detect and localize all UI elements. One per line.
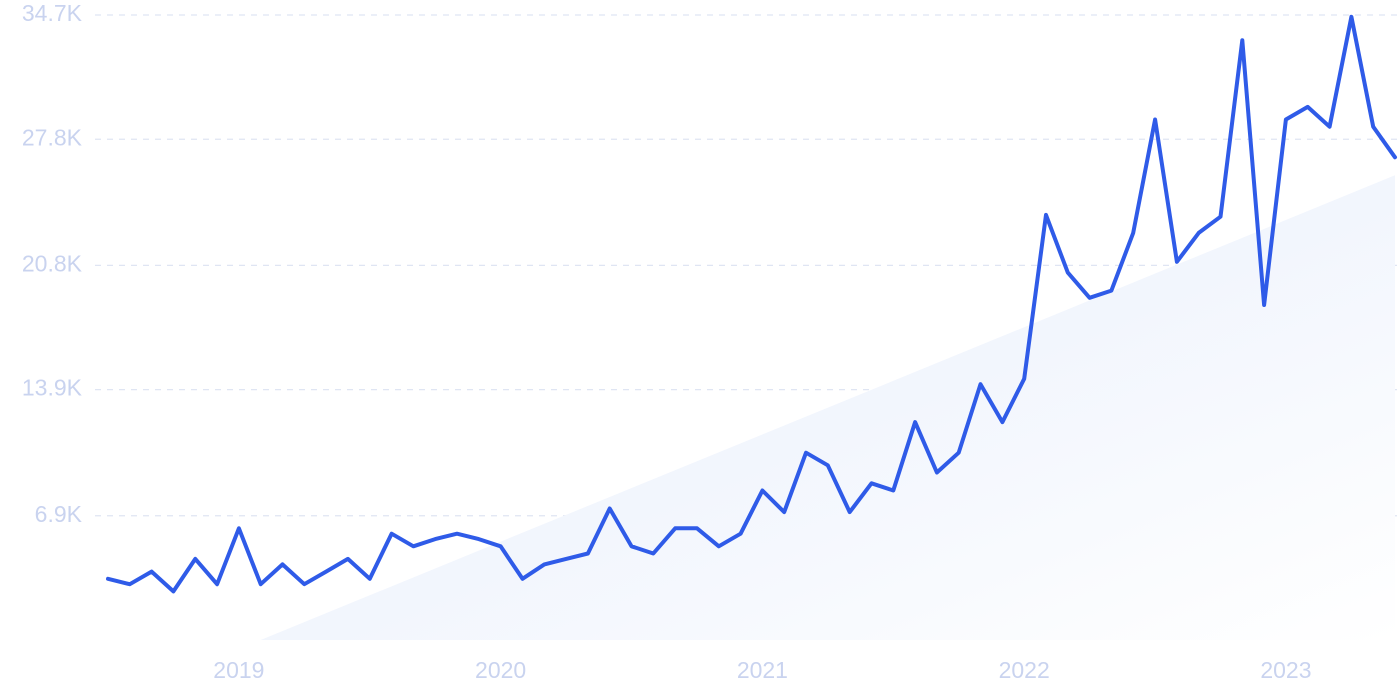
x-tick-label: 2021 [737, 657, 788, 683]
trend-area [260, 175, 1395, 640]
x-tick-label: 2019 [213, 657, 264, 683]
y-tick-label: 27.8K [22, 124, 83, 150]
x-tick-label: 2020 [475, 657, 526, 683]
series-line [106, 14, 1397, 594]
x-tick-label: 2023 [1260, 657, 1311, 683]
x-tick-label: 2022 [999, 657, 1050, 683]
series-line-layer [106, 14, 1397, 594]
y-tick-label: 20.8K [22, 250, 83, 276]
trend-area-shape [260, 175, 1395, 640]
y-axis-tick-labels: 6.9K 13.9K 20.8K 27.8K 34.7K [22, 0, 83, 527]
y-tick-label: 13.9K [22, 375, 83, 401]
x-axis-tick-labels: 2019 2020 2021 2022 2023 [213, 657, 1311, 683]
y-tick-label: 6.9K [35, 501, 83, 527]
y-tick-label: 34.7K [22, 0, 83, 26]
